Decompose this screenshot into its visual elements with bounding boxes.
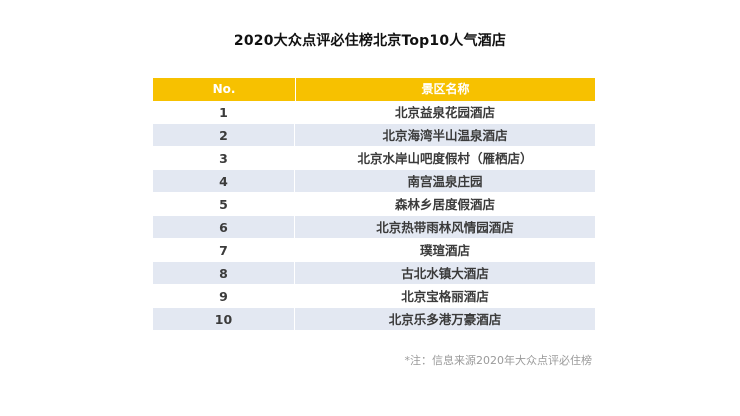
ranking-table: No. 景区名称 1 北京益泉花园酒店 2 北京海湾半山温泉酒店 3 北京水岸山… xyxy=(153,78,595,331)
table-row: 8 古北水镇大酒店 xyxy=(153,262,595,285)
source-note: *注：信息来源2020年大众点评必住榜 xyxy=(404,354,593,367)
row-number: 2 xyxy=(153,124,295,146)
row-number: 9 xyxy=(153,285,295,307)
table-row: 5 森林乡居度假酒店 xyxy=(153,193,595,216)
hotel-name: 北京乐多港万豪酒店 xyxy=(388,312,502,327)
hotel-name: 南宫温泉庄园 xyxy=(407,174,483,189)
hotel-name: 北京宝格丽酒店 xyxy=(401,289,489,304)
hotel-name: 古北水镇大酒店 xyxy=(401,266,489,281)
hotel-name: 森林乡居度假酒店 xyxy=(394,197,495,212)
table-row: 4 南宫温泉庄园 xyxy=(153,170,595,193)
hotel-name: 北京益泉花园酒店 xyxy=(394,105,495,120)
row-number: 5 xyxy=(153,193,295,215)
table-row: 10 北京乐多港万豪酒店 xyxy=(153,308,595,331)
row-number: 6 xyxy=(153,216,295,238)
table-row: 6 北京热带雨林风情园酒店 xyxy=(153,216,595,239)
table-header: No. 景区名称 xyxy=(153,78,595,101)
row-number: 8 xyxy=(153,262,295,284)
table-row: 7 璞瑄酒店 xyxy=(153,239,595,262)
row-number: 7 xyxy=(153,239,295,261)
page-title: 2020大众点评必住榜北京Top10人气酒店 xyxy=(233,33,507,49)
table-row: 9 北京宝格丽酒店 xyxy=(153,285,595,308)
hotel-name: 北京海湾半山温泉酒店 xyxy=(382,128,508,143)
table-row: 2 北京海湾半山温泉酒店 xyxy=(153,124,595,147)
row-number: 3 xyxy=(153,147,295,169)
row-number: 1 xyxy=(153,101,295,123)
row-number: 4 xyxy=(153,170,295,192)
table-row: 3 北京水岸山吧度假村（雁栖店） xyxy=(153,147,595,170)
hotel-name: 北京热带雨林风情园酒店 xyxy=(376,220,514,235)
hotel-name: 璞瑄酒店 xyxy=(419,243,470,258)
column-header-no: No. xyxy=(153,78,296,101)
table-row: 1 北京益泉花园酒店 xyxy=(153,101,595,124)
row-number: 10 xyxy=(153,308,295,330)
hotel-name: 北京水岸山吧度假村（雁栖店） xyxy=(357,151,533,166)
column-header-name: 景区名称 xyxy=(421,82,470,96)
